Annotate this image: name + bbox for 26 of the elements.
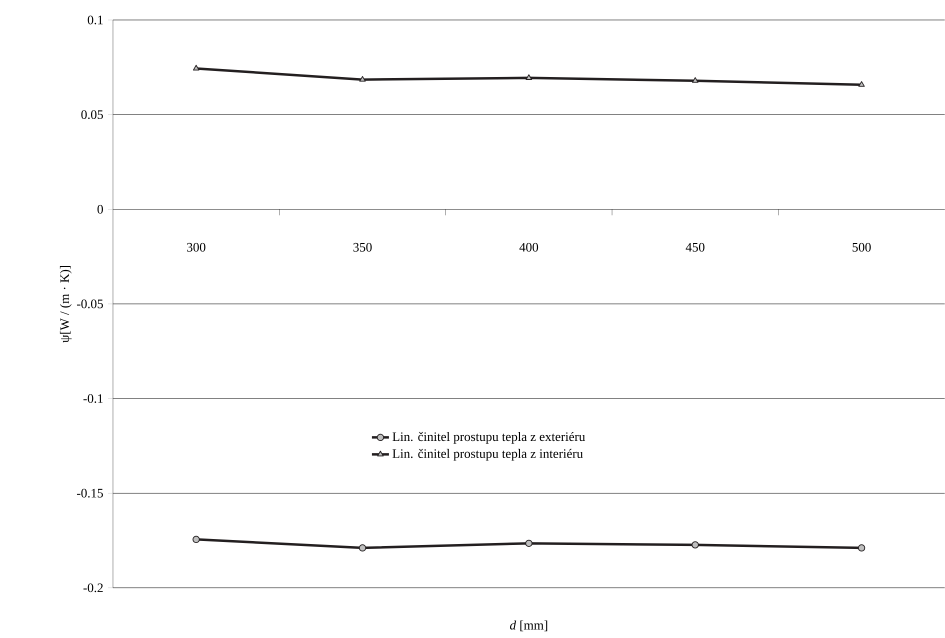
point xyxy=(858,81,865,87)
y-tick-label: -0.05 xyxy=(76,300,103,308)
x-tick-label: 500 xyxy=(852,242,871,252)
point xyxy=(192,536,200,544)
y-tick-label: 0.1 xyxy=(88,16,103,24)
point xyxy=(525,540,533,548)
point xyxy=(526,74,532,80)
point xyxy=(858,544,866,552)
legend-label: Lin. činitel prostupu tepla z interiéru xyxy=(392,448,583,461)
point xyxy=(192,64,200,71)
y-tick-label: 0 xyxy=(97,204,103,214)
point xyxy=(359,76,366,82)
x-axis-title: d [mm] xyxy=(510,620,548,632)
x-tick-label: 300 xyxy=(187,242,206,252)
x-tick-label: 350 xyxy=(353,242,372,252)
y-tick-label: -0.15 xyxy=(76,488,103,498)
x-tick-label: 400 xyxy=(519,242,538,252)
point xyxy=(692,77,698,83)
point xyxy=(692,541,699,549)
y-tick-label: -0.1 xyxy=(83,394,103,404)
point xyxy=(358,544,366,552)
legend-label: Lin. činitel prostupu tepla z exteriéru xyxy=(392,432,586,444)
y-axis-title: ψ[W / (m · K)] xyxy=(60,266,72,343)
y-tick-label: -0.2 xyxy=(83,584,103,592)
y-tick-label: 0.05 xyxy=(81,110,103,120)
x-tick-label: 450 xyxy=(686,242,704,252)
